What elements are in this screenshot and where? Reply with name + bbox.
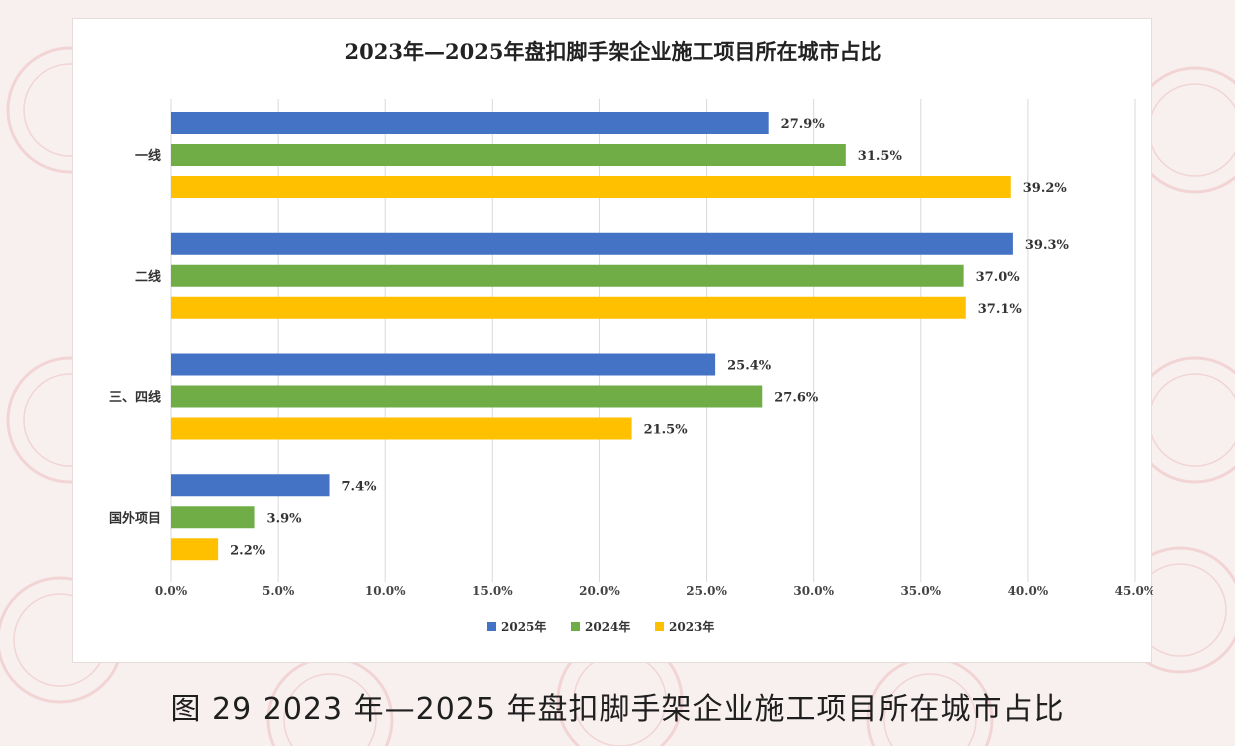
bar-chart: 2023年—2025年盘扣脚手架企业施工项目所在城市占比 0.0% 5.0% 10.0…: [109, 39, 1153, 634]
bar: [171, 474, 330, 497]
legend-swatch: [571, 622, 580, 631]
bar: [171, 417, 632, 440]
bar: [171, 176, 1011, 198]
category-label: 一线: [135, 148, 161, 164]
data-label: 31.5%: [858, 149, 903, 164]
data-label: 37.0%: [976, 270, 1021, 285]
bar: [171, 144, 846, 166]
bar: [171, 296, 966, 319]
data-label: 3.9%: [267, 511, 303, 526]
data-label: 27.9%: [781, 117, 826, 132]
figure-caption: 图 29 2023 年—2025 年盘扣脚手架企业施工项目所在城市占比: [170, 692, 1065, 727]
watermark-inner-ring: [1148, 83, 1235, 177]
bar: [171, 506, 255, 529]
bar: [171, 385, 763, 408]
x-tick-label: 10.0%: [365, 584, 406, 598]
watermark-inner-ring: [1148, 373, 1235, 467]
x-tick-label: 25.0%: [686, 584, 727, 598]
x-tick-label: 35.0%: [900, 584, 941, 598]
legend-item: 2025年: [487, 619, 546, 634]
bar: [171, 232, 1013, 255]
chart-title: 2023年—2025年盘扣脚手架企业施工项目所在城市占比: [345, 39, 882, 64]
bar: [171, 538, 219, 561]
bar: [171, 264, 964, 287]
category-label: 三、四线: [109, 390, 161, 406]
category-label: 二线: [135, 269, 161, 285]
x-tick-label: 20.0%: [579, 584, 620, 598]
bar: [171, 353, 716, 376]
watermark-inner-ring: [283, 673, 377, 746]
data-label: 39.3%: [1025, 238, 1070, 253]
x-tick-label: 5.0%: [262, 584, 295, 598]
data-label: 7.4%: [342, 479, 378, 494]
legend-label: 2025年: [501, 619, 546, 634]
watermark-inner-ring: [883, 673, 977, 746]
data-label: 25.4%: [727, 359, 772, 374]
x-tick-label: 30.0%: [793, 584, 834, 598]
x-tick-label: 0.0%: [155, 584, 188, 598]
legend-item: 2024年: [571, 619, 630, 634]
legend-label: 2024年: [585, 619, 630, 634]
bar: [171, 112, 769, 134]
data-label: 21.5%: [644, 423, 689, 438]
data-label: 37.1%: [978, 302, 1023, 317]
data-label: 27.6%: [774, 391, 819, 406]
chart-panel: 2023年—2025年盘扣脚手架企业施工项目所在城市占比 0.0% 5.0% 10.0…: [72, 18, 1153, 663]
x-tick-label: 15.0%: [472, 584, 513, 598]
data-label: 2.2%: [230, 543, 266, 558]
legend-item: 2023年: [655, 619, 714, 634]
x-tick-label: 40.0%: [1008, 584, 1049, 598]
legend-label: 2023年: [669, 619, 714, 634]
category-label: 国外项目: [109, 510, 161, 526]
data-label: 39.2%: [1023, 181, 1068, 196]
legend-swatch: [487, 622, 496, 631]
legend-swatch: [655, 622, 664, 631]
x-tick-label: 45.0%: [1115, 584, 1153, 598]
